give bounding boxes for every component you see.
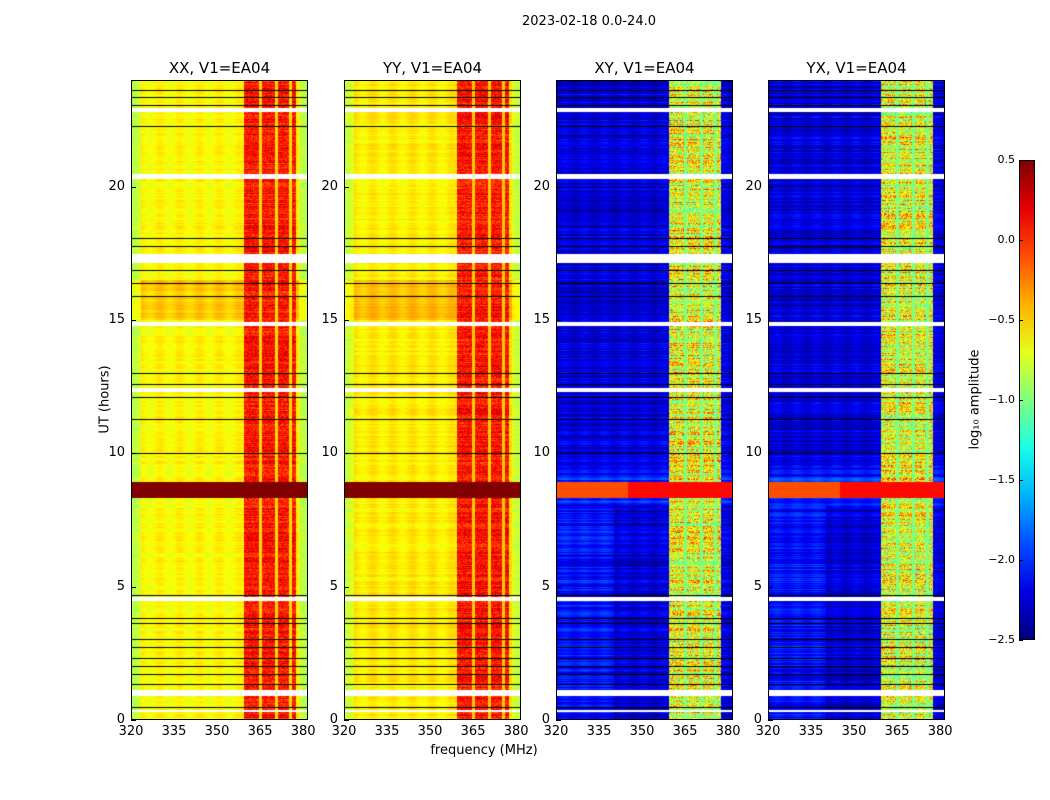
x-axis-label: frequency (MHz)	[430, 743, 538, 758]
y-tick-mark	[556, 586, 561, 588]
panel-title: XX, V1=EA04	[168, 59, 271, 77]
y-tick-mark	[131, 453, 136, 455]
y-tick-label: 15	[321, 312, 338, 327]
heatmap-image	[769, 81, 944, 719]
x-tick-label: 320	[118, 724, 144, 739]
y-tick-mark	[344, 186, 349, 188]
colorbar-tick-mark	[1019, 640, 1023, 641]
panel-title: YY, V1=EA04	[382, 59, 483, 77]
y-tick-label: 20	[533, 178, 550, 194]
heatmap-panel-2	[344, 80, 521, 720]
x-tick-label: 350	[417, 724, 443, 739]
y-tick-mark	[131, 320, 136, 321]
y-tick-mark	[768, 320, 773, 321]
y-tick-mark	[768, 720, 773, 721]
y-tick-mark	[556, 320, 561, 321]
x-tick-label: 320	[755, 724, 781, 739]
colorbar-tick-label: −1.0	[988, 393, 1015, 406]
colorbar-tick-label: −2.0	[988, 553, 1015, 566]
y-tick-label: 10	[108, 445, 125, 461]
colorbar-tick-label: −1.5	[988, 473, 1015, 486]
y-tick-mark	[556, 453, 561, 455]
x-tick-label: 380	[290, 724, 316, 739]
y-tick-mark	[556, 720, 561, 721]
colorbar-tick-mark	[1019, 480, 1023, 481]
colorbar-tick-mark	[1019, 160, 1023, 161]
colorbar-tick-mark	[1019, 400, 1023, 401]
y-tick-label: 5	[753, 578, 762, 594]
figure-title: 2023-02-18 0.0-24.0	[522, 14, 656, 29]
y-tick-label: 5	[116, 578, 125, 594]
y-tick-label: 10	[321, 445, 338, 461]
x-tick-label: 350	[841, 724, 867, 739]
x-tick-label: 335	[374, 724, 400, 739]
y-tick-label: 15	[108, 312, 125, 327]
y-tick-label: 20	[745, 178, 762, 194]
y-tick-label: 5	[541, 578, 550, 594]
colorbar-tick-label: −0.5	[988, 313, 1015, 326]
x-tick-label: 380	[503, 724, 529, 739]
y-tick-mark	[344, 586, 349, 588]
y-tick-label: 20	[321, 178, 338, 194]
y-tick-mark	[344, 453, 349, 455]
y-tick-label: 15	[745, 312, 762, 327]
heatmap-image	[557, 81, 732, 719]
x-tick-label: 350	[629, 724, 655, 739]
colorbar-tick-mark	[1019, 560, 1023, 561]
y-tick-label: 0	[541, 712, 550, 727]
x-tick-label: 380	[715, 724, 741, 739]
y-tick-mark	[131, 720, 136, 721]
y-tick-label: 0	[753, 712, 762, 727]
y-tick-mark	[556, 186, 561, 188]
heatmap-panel-3	[556, 80, 733, 720]
y-tick-mark	[131, 586, 136, 588]
y-tick-mark	[768, 186, 773, 188]
heatmap-image	[345, 81, 520, 719]
colorbar-tick-mark	[1019, 240, 1023, 241]
y-tick-mark	[768, 586, 773, 588]
heatmap-image	[132, 81, 307, 719]
y-tick-label: 0	[116, 712, 125, 727]
y-tick-label: 20	[108, 178, 125, 194]
heatmap-panel-4	[768, 80, 945, 720]
x-tick-label: 320	[543, 724, 569, 739]
x-tick-label: 365	[672, 724, 698, 739]
heatmap-panel-1	[131, 80, 308, 720]
y-tick-label: 5	[329, 578, 338, 594]
y-tick-mark	[131, 186, 136, 188]
x-tick-label: 350	[204, 724, 230, 739]
x-tick-label: 320	[331, 724, 357, 739]
colorbar-tick-label: 0.0	[997, 233, 1016, 246]
x-tick-label: 380	[927, 724, 953, 739]
y-tick-label: 10	[533, 445, 550, 461]
y-tick-mark	[344, 720, 349, 721]
y-tick-label: 15	[533, 312, 550, 327]
x-tick-label: 365	[247, 724, 273, 739]
colorbar-tick-label: 0.5	[997, 153, 1016, 166]
x-tick-label: 365	[884, 724, 910, 739]
x-tick-label: 335	[798, 724, 824, 739]
colorbar-tick-mark	[1019, 320, 1023, 321]
y-tick-label: 0	[329, 712, 338, 727]
y-tick-label: 10	[745, 445, 762, 461]
y-tick-mark	[344, 320, 349, 321]
x-tick-label: 365	[460, 724, 486, 739]
panel-title: XY, V1=EA04	[594, 59, 695, 77]
y-tick-mark	[768, 453, 773, 455]
colorbar-tick-label: −2.5	[988, 633, 1015, 646]
panel-title: YX, V1=EA04	[806, 59, 907, 77]
x-tick-label: 335	[586, 724, 612, 739]
x-tick-label: 335	[161, 724, 187, 739]
